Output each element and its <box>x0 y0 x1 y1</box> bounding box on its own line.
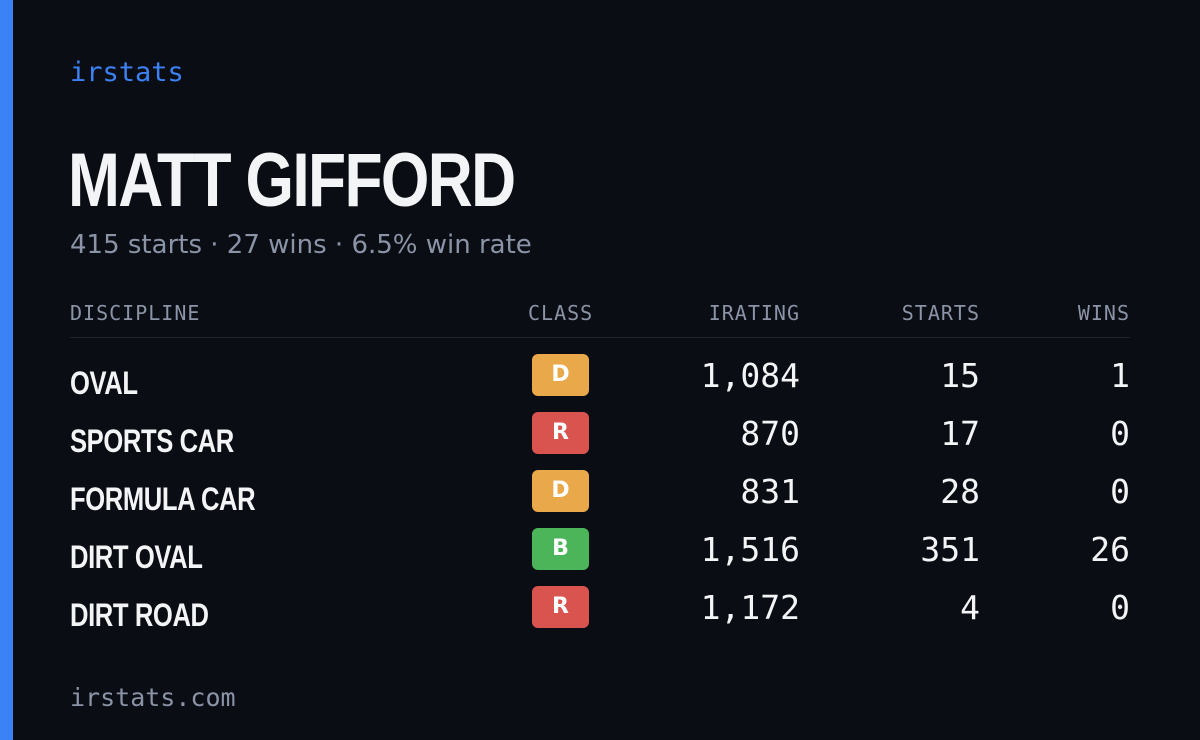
header-irating: IRATING <box>708 301 800 325</box>
wins-value: 1 <box>1110 356 1130 395</box>
starts-value: 15 <box>940 356 980 395</box>
class-badge: D <box>532 354 589 396</box>
table-row: DIRT OVAL B 1,516 351 26 <box>70 528 1130 586</box>
table-header: DISCIPLINE CLASS IRATING STARTS WINS <box>70 296 1130 338</box>
wins-value: 26 <box>1090 530 1130 569</box>
irating-value: 1,172 <box>700 588 800 627</box>
class-badge: R <box>532 586 589 628</box>
discipline-name: DIRT ROAD <box>70 597 209 633</box>
driver-summary: 415 starts · 27 wins · 6.5% win rate <box>70 230 532 260</box>
discipline-name: OVAL <box>70 365 138 401</box>
wins-value: 0 <box>1110 588 1130 627</box>
class-badge: D <box>532 470 589 512</box>
class-badge: R <box>532 412 589 454</box>
class-badge: B <box>532 528 589 570</box>
wins-value: 0 <box>1110 414 1130 453</box>
table-row: SPORTS CAR R 870 17 0 <box>70 412 1130 470</box>
starts-value: 4 <box>960 588 980 627</box>
stats-table: DISCIPLINE CLASS IRATING STARTS WINS OVA… <box>70 296 1130 633</box>
wins-value: 0 <box>1110 472 1130 511</box>
driver-name: MATT GIFFORD <box>68 138 516 223</box>
table-row: OVAL D 1,084 15 1 <box>70 354 1130 412</box>
footer-url[interactable]: irstats.com <box>70 683 236 712</box>
discipline-name: FORMULA CAR <box>70 481 256 517</box>
table-row: DIRT ROAD R 1,172 4 0 <box>70 586 1130 644</box>
accent-bar <box>0 0 13 740</box>
starts-value: 17 <box>940 414 980 453</box>
irating-value: 1,516 <box>700 530 800 569</box>
header-class: CLASS <box>528 301 594 325</box>
header-wins: WINS <box>1077 301 1130 325</box>
discipline-name: SPORTS CAR <box>70 423 234 459</box>
irating-value: 870 <box>740 414 800 453</box>
irating-value: 831 <box>740 472 800 511</box>
table-row: FORMULA CAR D 831 28 0 <box>70 470 1130 528</box>
brand-logo[interactable]: irstats <box>70 57 184 88</box>
irating-value: 1,084 <box>700 356 800 395</box>
starts-value: 28 <box>940 472 980 511</box>
table-body: OVAL D 1,084 15 1 SPORTS CAR R 870 17 0 … <box>70 354 1130 644</box>
header-discipline: DISCIPLINE <box>70 301 201 325</box>
header-starts: STARTS <box>901 301 980 325</box>
discipline-name: DIRT OVAL <box>70 539 203 575</box>
starts-value: 351 <box>920 530 980 569</box>
